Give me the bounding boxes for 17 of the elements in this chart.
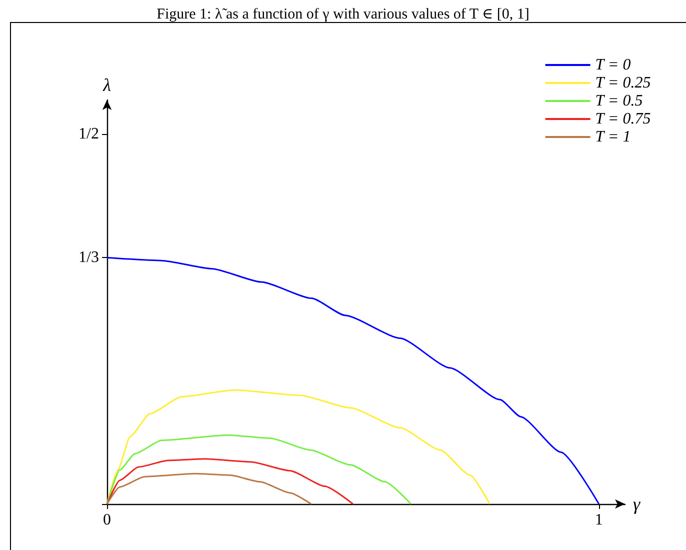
line-series [106, 256, 600, 505]
y-axis-title: λ [102, 75, 112, 95]
legend-label: T = 0.25 [595, 74, 651, 92]
line-series [106, 472, 312, 505]
x-axis-title: γ [633, 494, 641, 514]
line-series [106, 389, 490, 505]
x-tick-label: 0 [103, 512, 111, 528]
legend-label: T = 1 [595, 128, 631, 146]
line-series [106, 458, 354, 505]
x-tick-label: 1 [594, 512, 603, 528]
legend-label: T = 0.75 [595, 110, 651, 128]
legend-label: T = 0.5 [595, 92, 643, 110]
y-tick-label: 1/3 [78, 248, 99, 266]
line-series [106, 434, 412, 505]
legend-label: T = 0 [595, 56, 631, 74]
y-tick-label: 1/2 [78, 126, 99, 143]
chart-title: Figure 1: λ̃ as a function of γ with various values of T ∈ [0, 1] [156, 6, 530, 22]
